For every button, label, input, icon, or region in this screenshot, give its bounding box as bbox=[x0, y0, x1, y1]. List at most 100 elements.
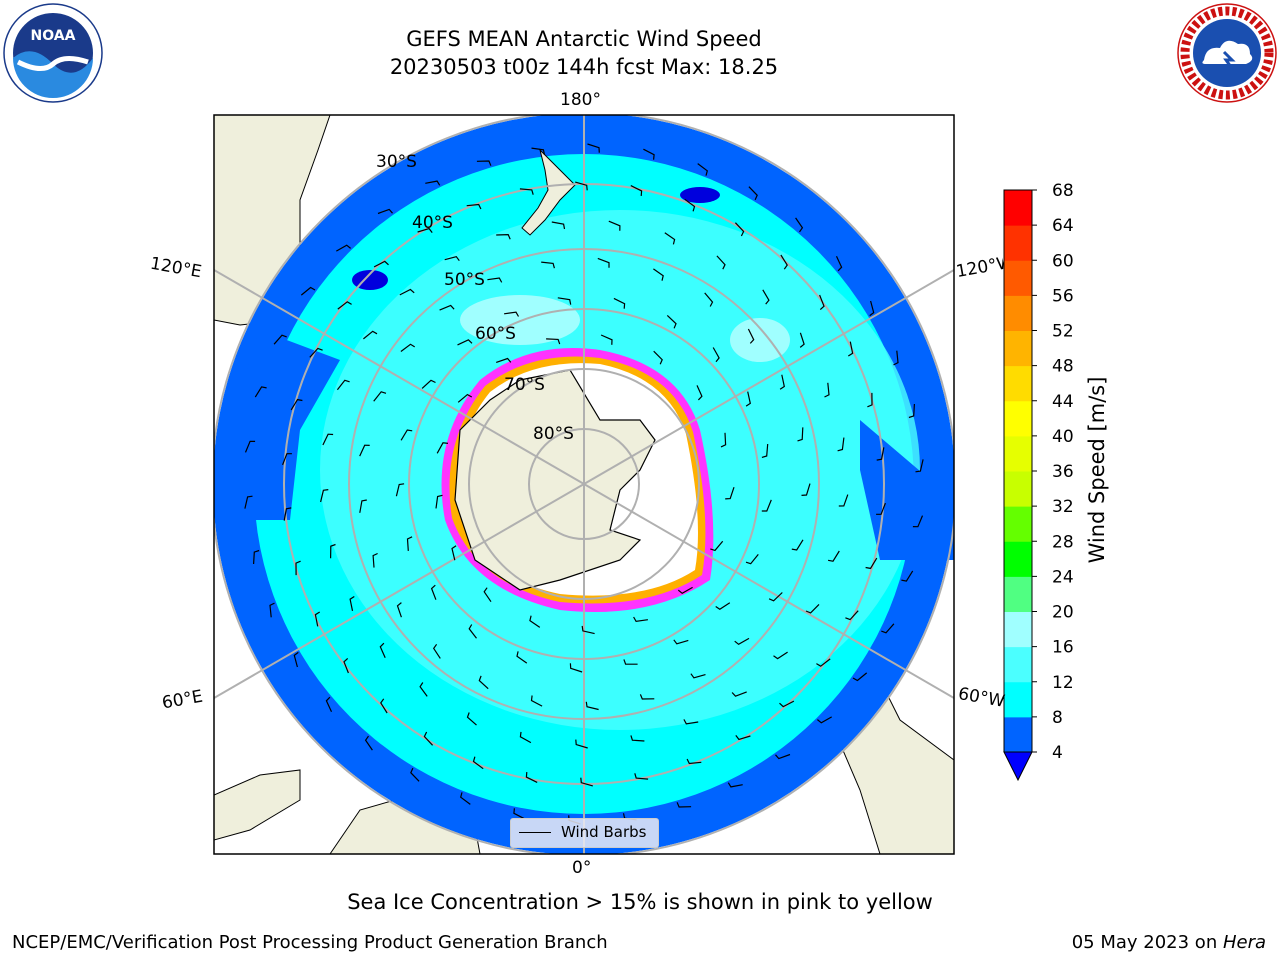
wind-barb bbox=[797, 427, 804, 442]
wind-barb bbox=[824, 382, 830, 398]
wind-barb bbox=[300, 286, 316, 296]
wind-barb bbox=[400, 429, 413, 441]
wind-barb bbox=[336, 379, 350, 391]
wind-barb bbox=[684, 198, 696, 212]
wind-barb bbox=[727, 782, 743, 788]
wind-barb bbox=[379, 642, 386, 658]
wind-barb bbox=[575, 739, 588, 749]
colorbar-segment bbox=[1004, 506, 1032, 542]
map-frame bbox=[213, 114, 955, 855]
wind-barb bbox=[372, 552, 378, 568]
wind-barb bbox=[773, 651, 788, 660]
wind-barb bbox=[377, 208, 393, 215]
nws-logo bbox=[1177, 3, 1277, 103]
chart-title: GEFS MEAN Antarctic Wind Speed bbox=[406, 27, 762, 51]
wind-barb bbox=[715, 602, 731, 611]
wind-barb bbox=[745, 554, 759, 565]
wind-barb bbox=[406, 536, 413, 551]
wind-barb bbox=[805, 603, 820, 614]
wind-barb bbox=[666, 314, 677, 329]
colorbar-segment bbox=[1004, 435, 1032, 472]
wind-band-16-20 bbox=[460, 295, 580, 345]
wind-barb bbox=[585, 701, 599, 711]
wind-barb bbox=[451, 545, 457, 561]
wind-barb bbox=[439, 304, 455, 311]
colorbar-segment bbox=[1004, 471, 1032, 507]
colorbar-segment bbox=[1004, 576, 1032, 612]
wind-barb bbox=[690, 673, 706, 679]
wind-barb bbox=[423, 731, 434, 746]
wind-barb bbox=[761, 499, 772, 512]
wind-barb bbox=[630, 735, 645, 742]
wind-barb bbox=[613, 297, 626, 309]
wind-barb bbox=[283, 507, 292, 521]
colorbar-tick-label: 24 bbox=[1052, 567, 1074, 587]
colorbar-tick-label: 20 bbox=[1052, 603, 1074, 623]
wind-barb bbox=[845, 610, 859, 621]
colorbar-tick-label: 52 bbox=[1052, 322, 1074, 342]
wind-barb bbox=[837, 437, 845, 452]
wind-barb bbox=[436, 442, 449, 454]
wind-barb bbox=[869, 300, 875, 317]
wind-barb bbox=[827, 550, 840, 562]
wind-barb bbox=[359, 499, 367, 513]
wind-barb bbox=[908, 403, 915, 419]
wind-barb bbox=[664, 232, 676, 245]
wind-barb bbox=[865, 557, 878, 570]
wind-barb bbox=[472, 756, 484, 770]
colorbar-tick-label: 12 bbox=[1052, 673, 1074, 693]
wind-barb bbox=[496, 357, 512, 363]
wind-barb bbox=[359, 444, 370, 457]
wind-barb bbox=[775, 753, 791, 760]
colorbar-segment bbox=[1004, 646, 1032, 683]
wind-barb bbox=[295, 560, 301, 576]
wind-barb bbox=[483, 587, 492, 603]
colorbar-segment bbox=[1004, 400, 1032, 437]
wind-barb bbox=[835, 256, 843, 272]
footer-date: 05 May 2023 on Hera bbox=[1072, 932, 1266, 953]
wind-barb bbox=[457, 339, 473, 346]
wind-barb bbox=[710, 540, 724, 552]
colorbar-tick-label: 68 bbox=[1052, 181, 1074, 201]
wind-barb bbox=[653, 350, 663, 365]
wind-barb bbox=[309, 347, 323, 358]
wind-barb bbox=[396, 602, 402, 618]
wind-barb bbox=[901, 570, 914, 582]
wind-barb bbox=[779, 374, 785, 390]
wind-barb bbox=[314, 611, 321, 627]
lon-label-180: 180° bbox=[560, 90, 601, 110]
colorbar-tick-label: 64 bbox=[1052, 216, 1074, 236]
wind-barb bbox=[720, 432, 727, 448]
wind-barb bbox=[395, 483, 405, 497]
colorbar-tick-label: 56 bbox=[1052, 286, 1074, 306]
wind-barb bbox=[876, 502, 886, 515]
lat-label-80s: 80°S bbox=[533, 424, 574, 444]
wind-barb bbox=[799, 332, 805, 348]
colorbar-segment bbox=[1004, 365, 1032, 402]
wind-barb bbox=[819, 294, 825, 311]
wind-barb bbox=[762, 289, 770, 305]
wind-barb bbox=[531, 147, 546, 155]
wind-barb bbox=[444, 256, 460, 262]
wind-barb bbox=[466, 712, 477, 726]
wind-barb bbox=[419, 682, 428, 697]
wind-barb bbox=[551, 221, 566, 230]
lat-label-60s: 60°S bbox=[475, 324, 516, 344]
colorbar-segment bbox=[1004, 190, 1032, 226]
wind-barb bbox=[460, 792, 471, 805]
colorbar-label: Wind Speed [m/s] bbox=[1085, 376, 1109, 564]
wind-barb bbox=[525, 772, 538, 783]
footer-date-text: 05 May 2023 on bbox=[1071, 932, 1223, 953]
wind-barb bbox=[791, 539, 804, 551]
wind-barb bbox=[630, 185, 643, 196]
wind-barb bbox=[761, 443, 769, 458]
lon-label-0: 0° bbox=[572, 858, 592, 878]
wind-barb bbox=[468, 624, 477, 639]
wind-barb bbox=[254, 386, 267, 398]
colorbar-tick-label: 36 bbox=[1052, 462, 1074, 482]
wind-barb bbox=[673, 639, 689, 645]
wind-barb bbox=[881, 623, 895, 634]
colorbar-segment bbox=[1004, 260, 1032, 296]
chart-subtitle: 20230503 t00z 144h fcst Max: 18.25 bbox=[389, 55, 779, 79]
wind-barb bbox=[677, 586, 693, 595]
